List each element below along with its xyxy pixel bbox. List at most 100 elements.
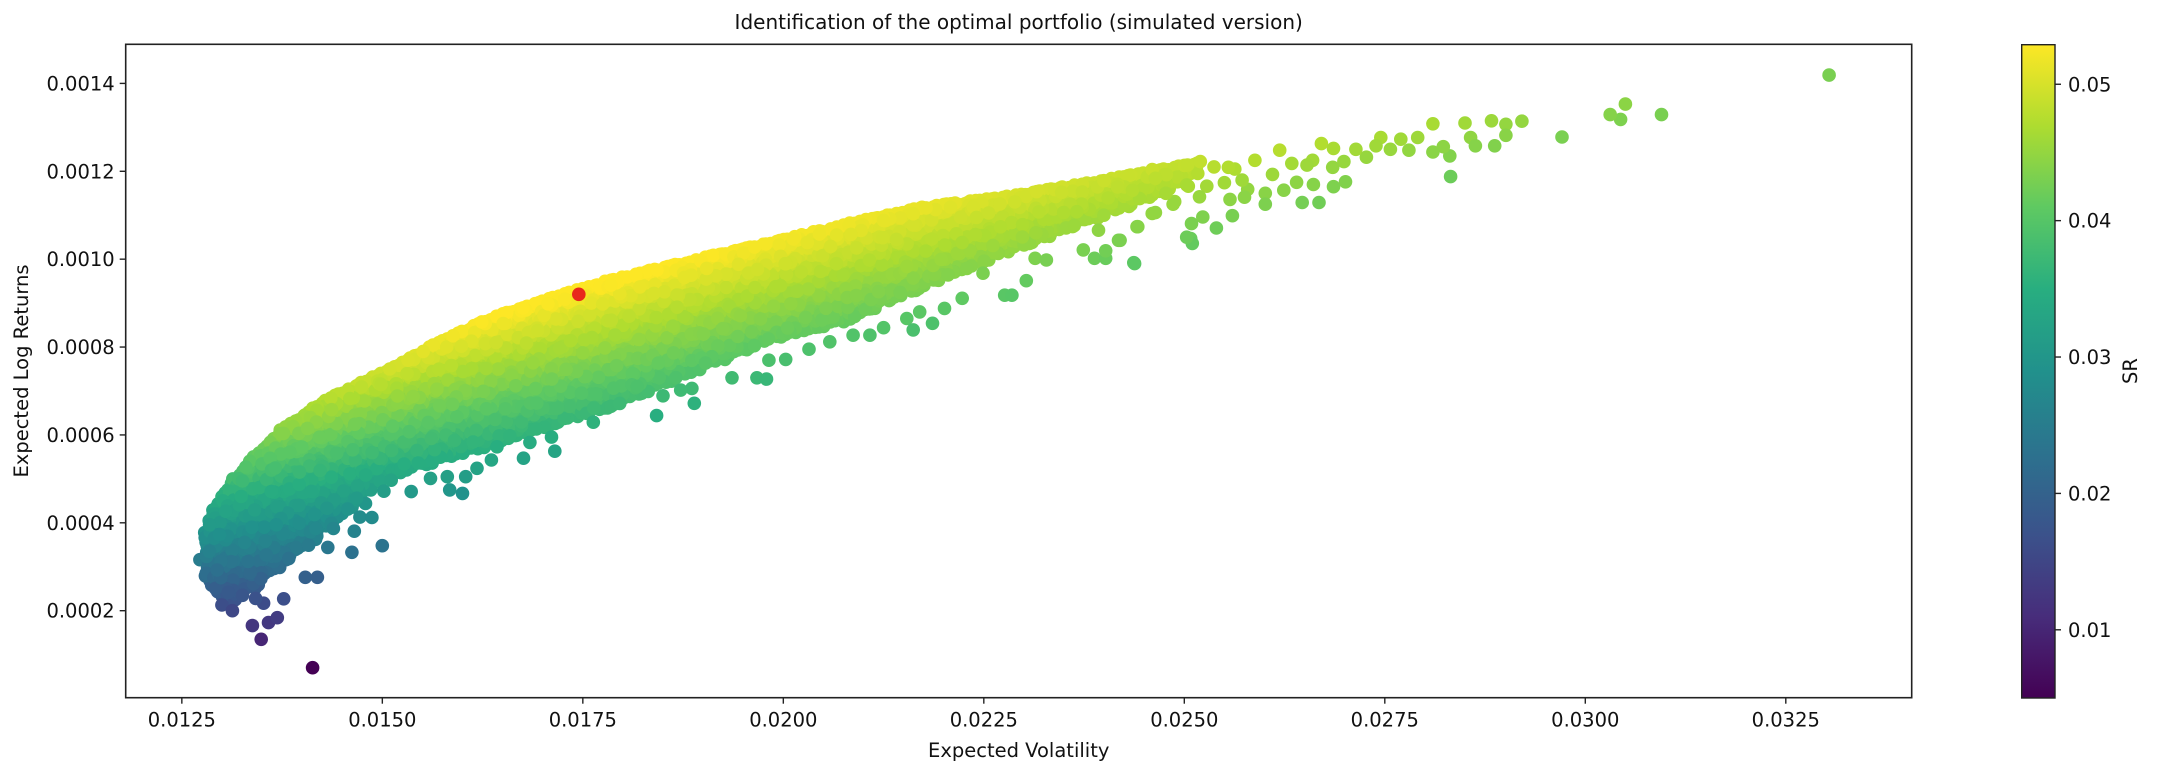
scatter-point <box>969 210 984 225</box>
scatter-point <box>450 410 464 424</box>
scatter-point <box>516 301 530 315</box>
scatter-point <box>1515 114 1529 128</box>
scatter-point <box>541 297 555 311</box>
scatter-point <box>1369 139 1383 153</box>
scatter-point <box>649 310 664 325</box>
optimal-portfolio-point <box>572 287 586 302</box>
scatter-point <box>432 362 446 377</box>
scatter-point <box>309 521 323 536</box>
scatter-point <box>1394 132 1408 146</box>
scatter-point <box>377 484 391 499</box>
scatter-point <box>699 261 714 276</box>
x-tick-label: 0.0300 <box>1551 709 1619 732</box>
scatter-point <box>557 411 571 426</box>
scatter-point <box>537 308 551 323</box>
scatter-point <box>798 310 813 325</box>
scatter-point <box>786 232 801 246</box>
scatter-point <box>370 461 384 476</box>
scatter-point <box>241 554 255 569</box>
scatter-point <box>1306 177 1321 192</box>
scatter-point <box>1087 251 1102 266</box>
scatter-point <box>1070 204 1084 219</box>
scatter-point <box>455 486 470 501</box>
scatter-point <box>549 312 563 326</box>
scatter-point <box>243 565 257 580</box>
scatter-point <box>456 364 470 379</box>
scatter-point <box>722 338 737 353</box>
scatter-point <box>444 358 459 373</box>
scatter-point <box>499 341 513 355</box>
scatter-point <box>1272 143 1287 157</box>
scatter-point <box>1101 191 1115 205</box>
y-tick-label: 0.0006 <box>46 424 114 447</box>
scatter-point <box>1383 142 1398 157</box>
scatter-point <box>943 200 958 214</box>
scatter-point <box>504 368 519 383</box>
scatter-point <box>301 538 316 552</box>
scatter-point <box>563 333 578 348</box>
scatter-point <box>357 394 372 408</box>
scatter-point <box>1314 136 1329 151</box>
scatter-point <box>586 415 601 430</box>
scatter-point <box>498 402 513 416</box>
scatter-point <box>819 301 833 316</box>
scatter-point <box>1402 143 1416 157</box>
scatter-point <box>683 292 697 307</box>
scatter-point <box>762 353 776 368</box>
scatter-point <box>919 201 933 215</box>
scatter-point <box>523 435 537 450</box>
scatter-point <box>862 253 877 267</box>
scatter-point <box>1091 223 1106 237</box>
scatter-point <box>685 381 699 396</box>
scatter-point <box>202 544 217 559</box>
scatter-point <box>731 329 745 344</box>
scatter-point <box>312 430 327 445</box>
scatter-point <box>719 280 734 295</box>
scatter-point <box>595 297 610 311</box>
scatter-point <box>466 435 480 449</box>
scatter-point <box>569 364 584 379</box>
scatter-point <box>218 504 233 519</box>
scatter-point <box>684 268 699 283</box>
scatter-point <box>1349 142 1363 157</box>
scatter-point <box>733 308 748 323</box>
scatter-point <box>1312 195 1326 210</box>
scatter-point <box>1326 179 1341 194</box>
scatter-point <box>1015 230 1030 244</box>
scatter-point <box>968 227 983 242</box>
scatter-point <box>1499 128 1513 143</box>
scatter-point <box>1295 195 1309 210</box>
scatter-point <box>981 206 996 220</box>
x-tick-label: 0.0125 <box>148 709 216 732</box>
scatter-point <box>1193 154 1208 169</box>
scatter-point <box>986 238 1000 253</box>
scatter-point <box>1822 68 1836 82</box>
scatter-point <box>562 399 577 414</box>
scatter-point <box>766 299 781 314</box>
scatter-point <box>750 262 765 277</box>
scatter-point <box>1487 139 1502 153</box>
scatter-point <box>544 361 559 376</box>
scatter-point <box>385 419 400 434</box>
scatter-point <box>245 618 260 633</box>
scatter-point <box>812 227 827 241</box>
scatter-point <box>426 338 440 352</box>
scatter-point <box>1056 205 1071 220</box>
scatter-point <box>1484 114 1499 128</box>
scatter-point <box>759 372 774 386</box>
scatter-point <box>1613 112 1628 127</box>
scatter-point <box>397 435 411 449</box>
scatter-point <box>1054 185 1069 200</box>
scatter-point <box>1209 221 1224 235</box>
scatter-point <box>919 244 933 258</box>
scatter-point <box>1618 97 1633 111</box>
scatter-point <box>802 342 816 357</box>
scatter-point <box>324 402 339 417</box>
scatter-point <box>424 431 439 446</box>
scatter-point <box>526 356 540 370</box>
scatter-point <box>812 289 826 303</box>
scatter-point <box>224 554 238 569</box>
scatter-point <box>584 296 598 310</box>
scatter-point <box>350 479 365 494</box>
scatter-point <box>292 498 306 513</box>
